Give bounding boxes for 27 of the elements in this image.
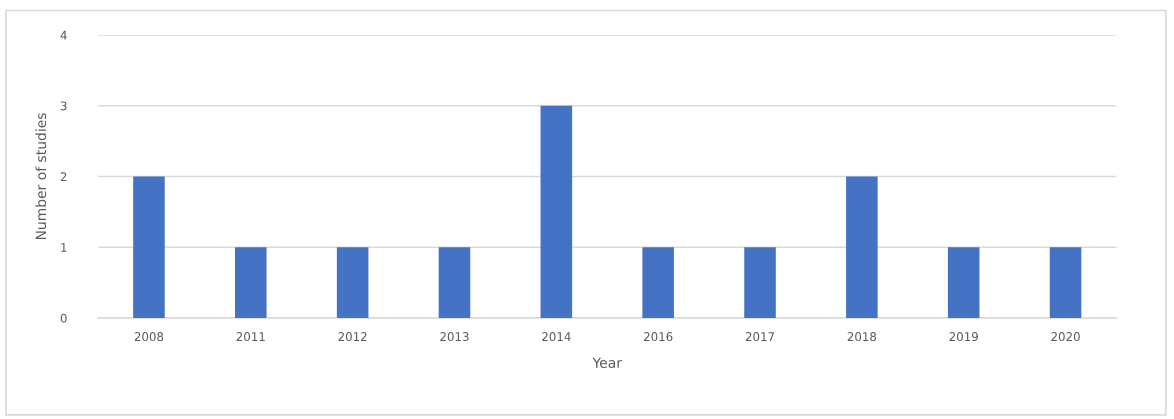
- y-tick-label: 2: [60, 172, 67, 181]
- bar: [744, 247, 776, 319]
- bar: [133, 176, 165, 319]
- x-tick-label: 2011: [236, 332, 265, 342]
- y-tick-label: 1: [61, 243, 67, 252]
- bar: [642, 247, 674, 319]
- y-tick-label: 3: [60, 101, 67, 111]
- x-tick-label: 2008: [134, 332, 164, 342]
- x-tick-label: 2017: [745, 332, 775, 342]
- bar: [1049, 247, 1082, 319]
- x-axis-title: Year: [592, 357, 622, 368]
- y-axis-title: Number of studies: [35, 113, 47, 240]
- y-tick-label: 0: [60, 313, 67, 323]
- x-tick-label: 2018: [847, 332, 877, 342]
- x-tick-label: 2020: [1051, 332, 1080, 342]
- x-tick-label: 2013: [440, 332, 469, 342]
- bar: [336, 247, 369, 319]
- x-tick-label: 2014: [542, 332, 571, 342]
- bar: [846, 176, 878, 319]
- bar: [947, 247, 980, 319]
- y-tick-label: 4: [60, 30, 67, 40]
- x-tick-label: 2012: [338, 332, 367, 342]
- bar: [540, 105, 573, 319]
- x-tick-label: 2019: [949, 332, 978, 342]
- x-tick-label: 2016: [644, 332, 673, 342]
- bar: [438, 247, 471, 319]
- bar: [235, 247, 267, 319]
